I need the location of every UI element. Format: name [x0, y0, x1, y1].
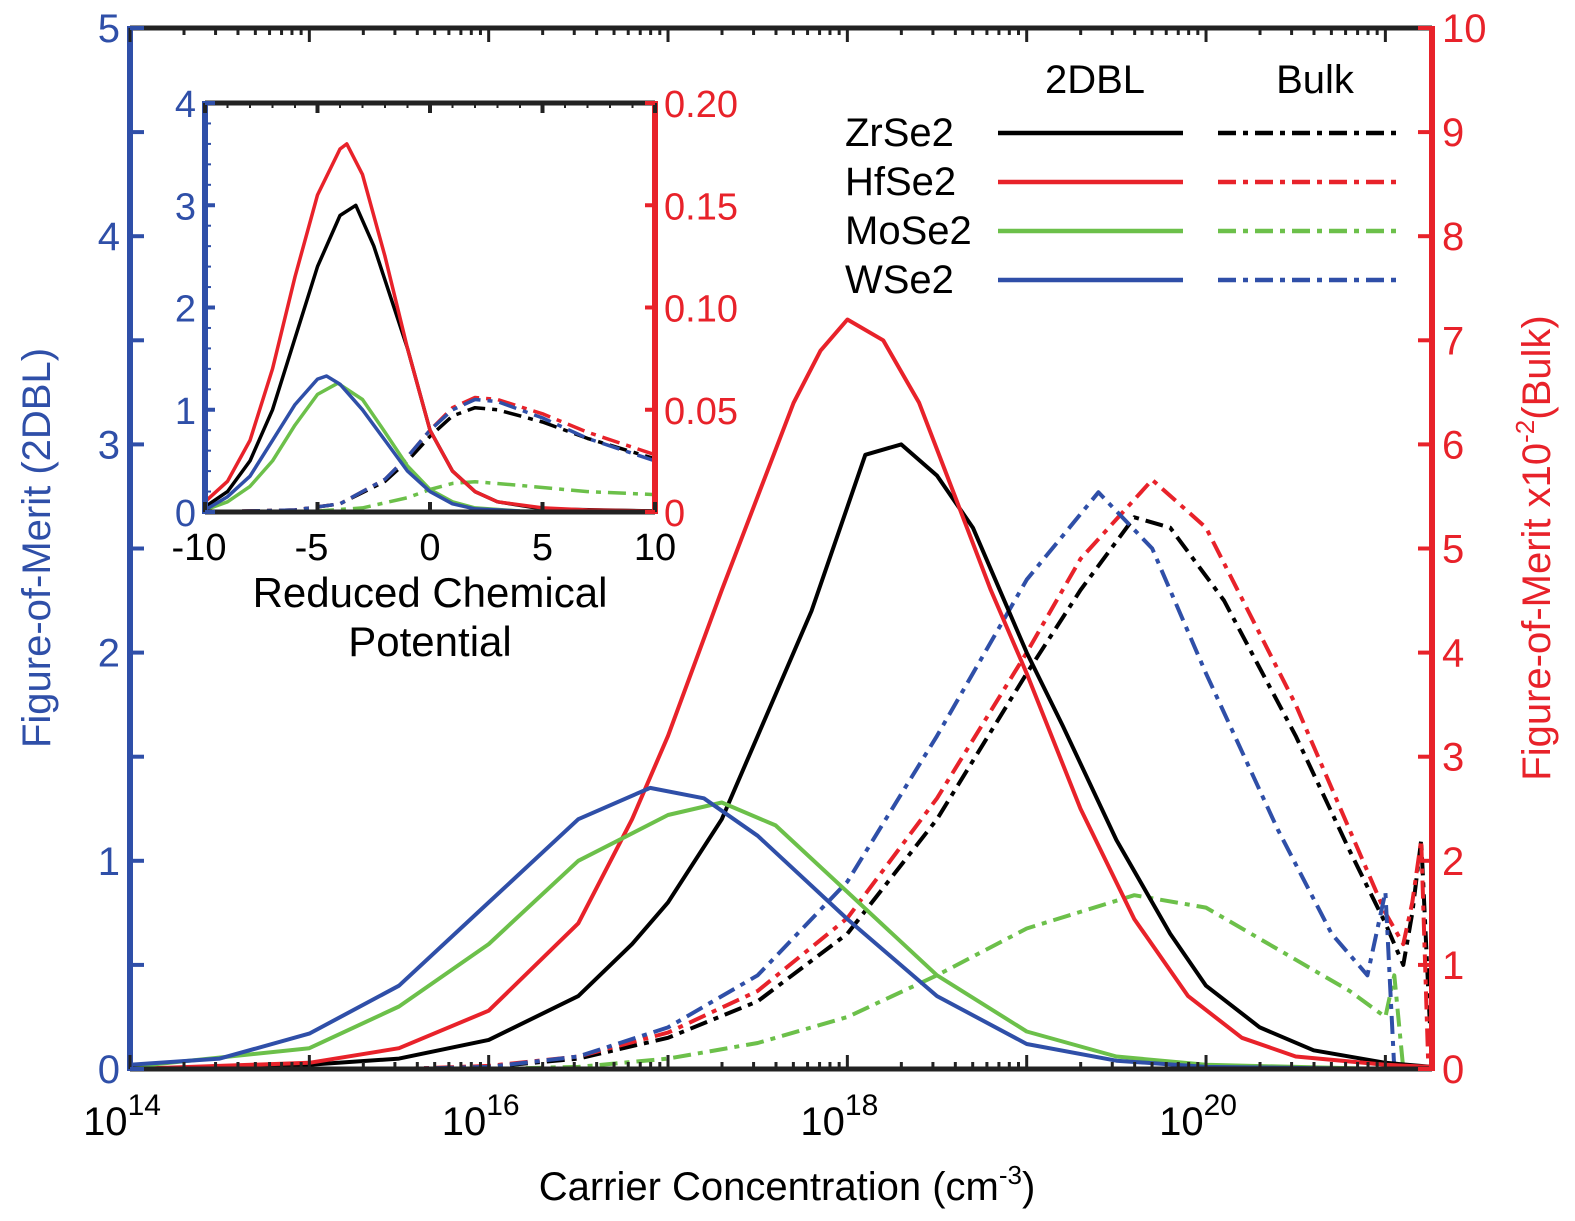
main-mose2-bulk-line	[488, 893, 1406, 1071]
y-tick-label-right: 1	[1442, 944, 1464, 988]
inset-y-tick-label-left: 0	[175, 493, 196, 535]
x-tick-label: 1016	[442, 1089, 520, 1144]
main-wse2-bulk-line	[398, 490, 1397, 1071]
y-axis-title-right: Figure-of-Merit x10-2(Bulk)	[1510, 315, 1559, 780]
inset-y-tick-label-left: 2	[175, 289, 196, 331]
y-tick-label-left: 0	[98, 1048, 120, 1092]
legend-label-wse2: WSe2	[845, 258, 954, 302]
legend-label-mose2: MoSe2	[845, 209, 972, 253]
y-tick-label-right: 3	[1442, 736, 1464, 780]
y-tick-label-right: 7	[1442, 319, 1464, 363]
inset-hfse2-2dbl-line	[205, 142, 655, 513]
x-tick-label: 1018	[800, 1089, 878, 1144]
inset-y-tick-label-left: 4	[175, 84, 196, 126]
inset-y-tick-label-left: 1	[175, 391, 196, 433]
inset-background	[205, 103, 655, 512]
inset-y-tick-label-left: 3	[175, 186, 196, 228]
main-hfse2-2dbl-line	[130, 317, 1432, 1071]
inset-wse2-bulk-line	[205, 397, 655, 514]
inset-xlabel-line2: Potential	[348, 618, 511, 665]
y-tick-label-right: 0	[1442, 1048, 1464, 1092]
inset-y-tick-label-right: 0	[664, 493, 685, 535]
legend-header-bulk: Bulk	[1276, 58, 1355, 102]
legend-label-hfse2: HfSe2	[845, 160, 956, 204]
y-tick-label-left: 1	[98, 840, 120, 884]
inset-y-tick-label-right: 0.20	[664, 84, 738, 126]
main-plot-curves	[130, 317, 1432, 1071]
y-axis-title-left: Figure-of-Merit (2DBL)	[15, 348, 59, 748]
inset-y-tick-label-right: 0.15	[664, 186, 738, 228]
inset-x-tick-label: -10	[172, 527, 227, 569]
y-tick-label-right: 10	[1442, 7, 1487, 51]
inset-wse2-2dbl-line	[205, 374, 655, 514]
inset-mose2-bulk-line	[205, 479, 655, 514]
y-tick-label-left: 5	[98, 7, 120, 51]
y-tick-label-right: 6	[1442, 423, 1464, 467]
x-tick-label: 1020	[1159, 1089, 1237, 1144]
main-zrse2-2dbl-line	[130, 442, 1432, 1071]
y-tick-label-left: 4	[98, 215, 120, 259]
main-wse2-2dbl-line	[130, 785, 1386, 1071]
inset-plot-curves	[205, 142, 655, 514]
inset-y-tick-label-right: 0.05	[664, 391, 738, 433]
y-tick-label-right: 2	[1442, 840, 1464, 884]
legend-label-zrse2: ZrSe2	[845, 111, 954, 155]
y-tick-label-right: 4	[1442, 632, 1464, 676]
legend: 2DBL Bulk ZrSe2 HfSe2 MoSe2 WSe2	[845, 58, 1400, 302]
x-axis-title: Carrier Concentration (cm-3)	[539, 1160, 1036, 1209]
main-mose2-2dbl-line	[130, 800, 1386, 1071]
y-tick-label-right: 8	[1442, 215, 1464, 259]
y-tick-label-right: 9	[1442, 111, 1464, 155]
main-hfse2-bulk-line	[398, 477, 1431, 1071]
y-tick-label-right: 5	[1442, 528, 1464, 572]
inset-x-tick-label: 5	[532, 527, 553, 569]
legend-header-2dbl: 2DBL	[1045, 58, 1145, 102]
inset-y-tick-label-right: 0.10	[664, 289, 738, 331]
main-zrse2-bulk-line	[398, 515, 1432, 1071]
inset-x-tick-label: 0	[419, 527, 440, 569]
x-tick-label: 1014	[83, 1089, 161, 1144]
inset-x-tick-label: 10	[634, 527, 676, 569]
y-tick-label-left: 3	[98, 423, 120, 467]
inset-xlabel-line1: Reduced Chemical	[253, 569, 608, 616]
y-tick-label-left: 2	[98, 632, 120, 676]
inset-x-tick-label: -5	[295, 527, 329, 569]
